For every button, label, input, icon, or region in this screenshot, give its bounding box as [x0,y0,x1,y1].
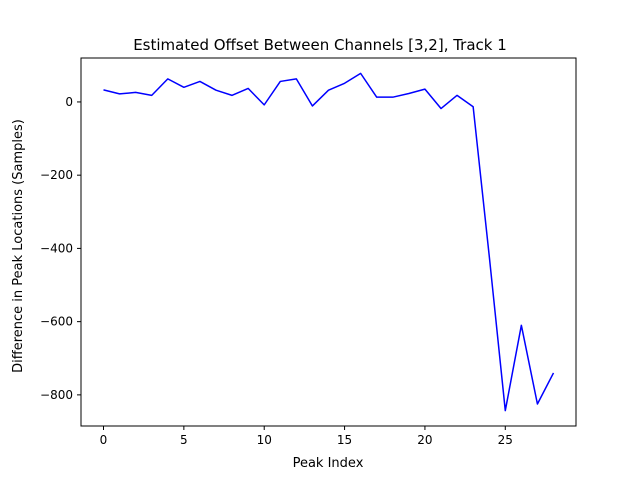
y-tick-label: −200 [40,168,73,182]
x-tick-label: 25 [498,433,513,447]
y-axis-label: Difference in Peak Locations (Samples) [11,119,26,373]
x-tick-label: 5 [180,433,188,447]
x-tick-label: 20 [417,433,432,447]
x-tick-label: 15 [337,433,352,447]
y-tick-label: −400 [40,241,73,255]
x-tick-label: 0 [100,433,108,447]
plot-area: 0 5 10 15 20 25 −800 −600 −400 −200 0 [40,57,577,447]
x-tick-label: 10 [257,433,272,447]
x-axis-label: Peak Index [293,456,364,471]
y-tick-label: −800 [40,388,73,402]
chart-title: Estimated Offset Between Channels [3,2],… [133,36,507,54]
y-tick-label: 0 [65,95,73,109]
y-tick-label: −600 [40,315,73,329]
series-line-0 [103,72,555,412]
plot-frame [80,57,577,427]
